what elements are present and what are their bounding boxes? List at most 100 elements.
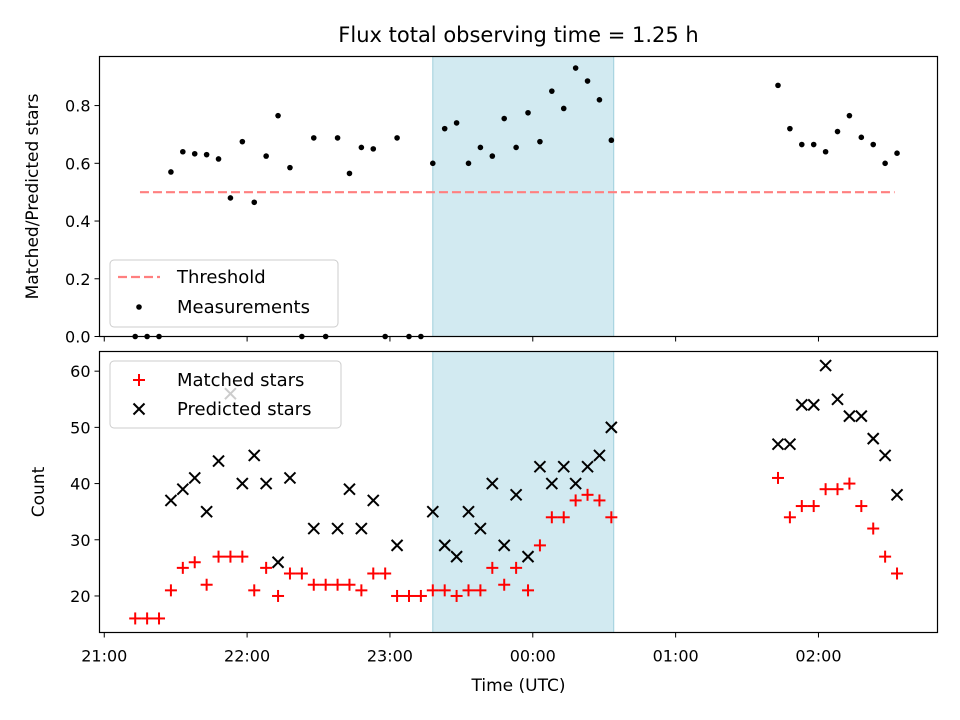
matched-star-marker [272, 589, 285, 602]
matched-star-marker [236, 550, 249, 563]
matched-star-marker [831, 483, 844, 496]
matched-star-marker [807, 500, 820, 513]
top-y-axis: 0.0 0.2 0.4 0.6 0.8 [65, 97, 100, 347]
matched-star-marker [200, 578, 213, 591]
measurement-point [263, 153, 269, 159]
matched-star-marker [295, 567, 308, 580]
predicted-star-marker [426, 505, 440, 518]
predicted-star-marker [307, 522, 320, 535]
matched-star-marker [402, 589, 415, 602]
predicted-star-marker [164, 494, 178, 507]
predicted-star-marker [367, 494, 380, 507]
measurement-point [513, 144, 519, 151]
measurement-point [822, 148, 829, 155]
y-tick-label: 50 [70, 418, 90, 437]
bottom-highlight-span [432, 351, 615, 633]
bottom-panel: 20 30 40 50 60 21:00 22:00 23:00 00:00 01:00 02:0… [29, 350, 939, 696]
matched-star-marker [819, 483, 832, 496]
y-tick-label: 0.6 [65, 154, 90, 173]
matched-star-marker [391, 589, 404, 602]
matched-star-marker [450, 589, 463, 602]
matched-star-marker [486, 561, 499, 574]
matched-star-marker [795, 500, 808, 513]
top-y-axis-label: Matched/Predicted stars [23, 93, 43, 299]
predicted-star-marker [890, 488, 904, 502]
measurement-point [775, 82, 781, 89]
predicted-star-marker [593, 449, 606, 462]
chart-title: Flux total observing time = 1.25 h [338, 23, 698, 47]
measurement-point [203, 151, 210, 158]
bottom-plot-area [129, 359, 904, 625]
measurement-point [834, 128, 841, 135]
measurement-point [215, 156, 222, 162]
x-tick-label: 01:00 [653, 647, 699, 666]
predicted-star-marker [271, 556, 285, 569]
y-tick-label: 40 [70, 475, 90, 494]
measurement-point [537, 138, 543, 145]
measurement-point [227, 195, 234, 201]
predicted-star-marker [236, 477, 249, 490]
top-legend: Threshold Measurements [109, 259, 339, 328]
predicted-star-marker [783, 438, 797, 451]
predicted-star-marker [188, 471, 201, 485]
bottom-axes-frame [98, 350, 939, 634]
predicted-star-marker [569, 477, 582, 490]
matched-star-marker [605, 511, 618, 524]
matched-star-marker [355, 584, 368, 597]
predicted-star-marker [509, 488, 523, 502]
top-axes-frame [98, 55, 939, 338]
bottom-x-axis: 21:00 22:00 23:00 00:00 01:00 02:00 [81, 632, 842, 666]
matched-star-marker [498, 578, 511, 591]
matched-star-marker [783, 511, 796, 524]
measurement-point [287, 164, 293, 171]
legend-measurements-swatch [136, 304, 142, 310]
y-tick-label: 20 [70, 587, 90, 606]
x-tick-label: 22:00 [224, 647, 270, 666]
measurement-point [608, 137, 615, 144]
measurement-point [787, 125, 793, 132]
matched-star-marker [522, 584, 535, 597]
matched-star-marker [248, 584, 261, 597]
measurement-point [429, 160, 436, 167]
predicted-star-marker [807, 398, 820, 412]
matched-star-marker [319, 578, 332, 591]
x-axis-label: Time (UTC) [471, 676, 566, 696]
matched-star-marker [438, 584, 451, 597]
matched-star-marker [533, 539, 546, 552]
matched-star-marker [593, 494, 606, 507]
matched-star-marker [129, 612, 142, 625]
legend-matched-label: Matched stars [177, 370, 304, 391]
matched-star-marker [581, 488, 594, 501]
measurement-point [882, 160, 888, 167]
predicted-star-marker [176, 482, 190, 496]
legend-threshold-label: Threshold [176, 267, 266, 288]
y-tick-label: 60 [70, 362, 90, 381]
measurement-point [180, 148, 186, 155]
matched-star-marker [426, 584, 439, 597]
bottom-legend-frame [109, 360, 342, 429]
matched-star-marker [569, 494, 582, 507]
predicted-star-marker [557, 460, 570, 473]
measurement-point [846, 112, 853, 119]
matched-star-marker [510, 561, 523, 574]
matched-star-marker [891, 567, 904, 580]
bottom-y-axis-label: Count [29, 466, 49, 517]
measurement-point [477, 144, 484, 151]
measurement-point [799, 141, 805, 148]
x-tick-label: 02:00 [795, 647, 841, 666]
top-highlight-span [432, 56, 615, 337]
matched-star-marker [462, 584, 475, 597]
top-panel: 0.00.20.40.60.8 Matched/Predicted stars … [23, 55, 939, 347]
legend-matched-swatch [133, 374, 145, 386]
x-tick-label: 00:00 [510, 647, 556, 666]
measurement-point [370, 146, 377, 152]
matched-star-marker [474, 584, 487, 597]
predicted-star-marker [843, 409, 856, 423]
predicted-star-marker [545, 477, 559, 490]
predicted-star-marker [355, 522, 368, 535]
predicted-star-marker [390, 539, 404, 552]
predicted-star-marker [819, 359, 832, 372]
predicted-star-marker [200, 505, 213, 518]
predicted-star-marker [283, 471, 297, 485]
predicted-star-marker [331, 522, 344, 535]
